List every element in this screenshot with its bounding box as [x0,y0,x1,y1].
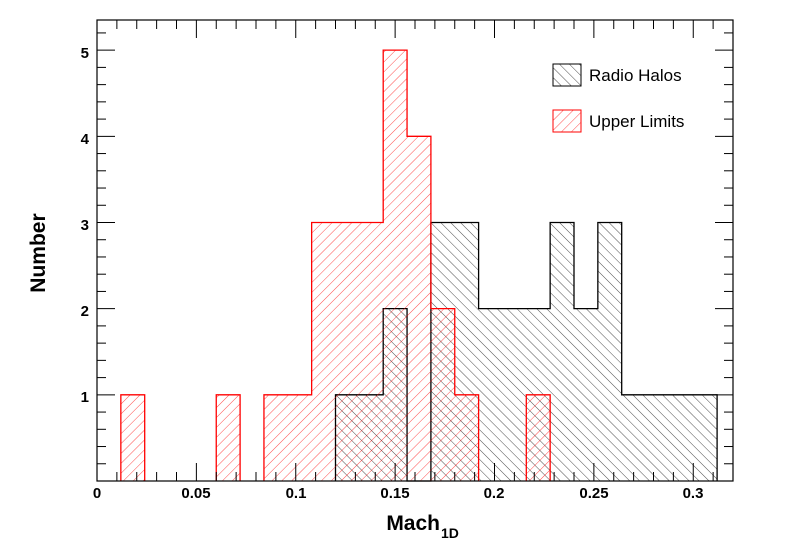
histogram-bar [597,222,622,481]
x-axis-title-subscript: 1D [441,525,459,541]
legend: Radio Halos Upper Limits [552,63,684,133]
x-tick-label: 0.3 [683,485,704,502]
histogram-bar [502,308,527,481]
legend-label-upper-limits: Upper Limits [589,112,684,131]
y-tick-labels: 1 2 3 4 5 [81,45,90,406]
series-upper-limits [120,49,551,482]
histogram-bar [311,222,336,481]
histogram-bar [407,136,431,482]
legend-item-radio-halos: Radio Halos [552,63,682,87]
histogram-bar [669,394,694,481]
y-axis-title: Number [27,213,50,292]
x-tick-label: 0.05 [181,485,210,502]
histogram-bar [574,308,598,481]
histogram-bar [359,222,384,481]
legend-item-upper-limits: Upper Limits [552,109,684,133]
y-tick-label: 5 [81,45,89,62]
histogram-bar [454,394,479,481]
x-tick-label: 0 [93,485,101,502]
histogram-bar [120,394,145,481]
histogram-bar [526,394,551,481]
histogram-bar [287,394,312,481]
histogram-bar [430,308,455,481]
x-axis-title: Mach [386,512,440,535]
x-tick-label: 0.2 [484,485,505,502]
bars-layer [120,49,718,482]
legend-swatch-upper-limits [552,109,582,133]
y-tick-label: 2 [81,303,89,320]
y-tick-label: 1 [81,389,89,406]
axis-ticks [96,20,734,482]
y-tick-label: 4 [81,131,90,148]
histogram-bar [621,394,646,481]
histogram-outline [120,49,551,481]
histogram-bar [693,394,718,481]
legend-swatch-radio-halos [552,63,582,87]
x-tick-label: 0.1 [286,485,307,502]
x-tick-labels: 0 0.05 0.1 0.15 0.2 0.25 0.3 [93,485,704,502]
y-tick-label: 3 [81,217,89,234]
histogram-bar [550,222,574,481]
x-tick-label: 0.25 [579,485,608,502]
histogram-bar [335,222,360,481]
x-tick-label: 0.15 [380,485,409,502]
histogram-bar [263,394,288,481]
histogram-bar [645,394,670,481]
histogram-bar [216,394,241,481]
histogram-bar [383,50,408,482]
histogram-bar [478,308,503,481]
legend-label-radio-halos: Radio Halos [589,66,682,85]
